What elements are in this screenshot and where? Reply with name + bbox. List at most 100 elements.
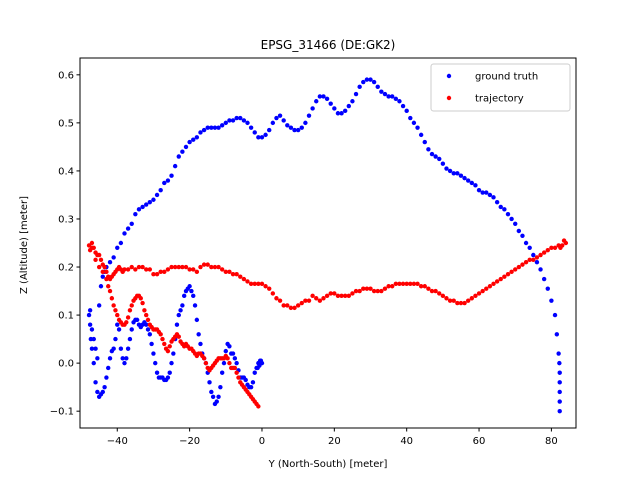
data-point (111, 303, 116, 308)
data-point (109, 348, 115, 354)
data-point (498, 204, 503, 210)
data-point (230, 272, 236, 277)
data-point (379, 288, 384, 294)
data-point (133, 211, 138, 217)
data-point (346, 293, 351, 299)
data-point (418, 284, 424, 289)
data-point (201, 262, 207, 267)
data-point (437, 291, 442, 296)
data-point (225, 341, 230, 347)
y-tick-label: 0.5 (58, 118, 74, 129)
data-point (102, 384, 107, 390)
data-point (444, 166, 449, 171)
data-point (100, 274, 105, 279)
data-point (154, 272, 160, 277)
data-point (382, 286, 388, 291)
data-point (89, 245, 95, 251)
data-point (321, 296, 326, 301)
data-point (107, 260, 113, 265)
data-point (107, 356, 113, 361)
data-point (147, 199, 153, 205)
legend-box (430, 63, 571, 112)
data-point (238, 274, 243, 279)
data-point (98, 257, 104, 263)
data-point (440, 293, 446, 299)
data-point (158, 187, 163, 193)
data-point (426, 286, 431, 291)
data-point (221, 360, 227, 366)
data-point (209, 389, 214, 395)
data-point (487, 192, 493, 198)
data-point (523, 240, 529, 246)
data-point (531, 257, 536, 263)
data-point (212, 401, 218, 407)
data-point (189, 288, 194, 294)
data-point (102, 264, 107, 270)
data-point (118, 346, 124, 351)
data-point (144, 267, 149, 272)
data-point (353, 91, 359, 97)
data-point (201, 356, 207, 361)
data-point (227, 360, 232, 366)
data-point (118, 240, 124, 246)
data-point (245, 120, 250, 126)
data-point (225, 356, 230, 361)
data-point (120, 356, 125, 361)
data-point (201, 127, 207, 133)
data-point (317, 94, 323, 99)
data-point (140, 204, 145, 210)
data-point (339, 111, 344, 116)
data-point (314, 296, 319, 301)
data-point (558, 245, 563, 251)
data-point (350, 99, 355, 104)
data-point (151, 272, 156, 277)
data-point (267, 127, 272, 133)
data-point (557, 360, 562, 366)
data-point (556, 351, 561, 356)
data-point (332, 291, 337, 296)
data-point (151, 351, 156, 356)
data-point (238, 115, 243, 121)
data-point (306, 298, 312, 303)
data-point (476, 291, 482, 296)
data-point (176, 264, 181, 270)
data-point (207, 380, 212, 385)
x-axis-ticks: −40 −20 0 20 40 60 80 (107, 428, 558, 447)
data-point (245, 382, 250, 387)
data-point (129, 264, 134, 270)
data-point (162, 180, 167, 186)
data-point (160, 336, 165, 342)
data-point (180, 264, 185, 270)
data-point (259, 281, 265, 287)
data-point (339, 293, 344, 299)
data-point (295, 303, 301, 308)
data-point (100, 269, 105, 275)
data-point (451, 298, 456, 303)
data-point (473, 183, 478, 188)
data-point (169, 360, 174, 366)
data-point (252, 130, 257, 135)
data-point (125, 267, 131, 272)
data-point (437, 156, 442, 162)
data-point (462, 300, 467, 306)
data-point (104, 276, 109, 282)
data-point (212, 125, 218, 130)
data-point (111, 255, 116, 260)
data-point (144, 312, 149, 318)
data-point (491, 195, 496, 200)
data-point (426, 147, 431, 152)
data-point (393, 281, 399, 287)
data-point (129, 303, 134, 308)
y-tick-label: 0.3 (58, 214, 74, 225)
y-axis-label: Z (Altitude) [meter] (19, 196, 30, 294)
data-point (115, 245, 120, 251)
data-point (520, 262, 525, 267)
data-point (541, 276, 547, 282)
data-point (171, 351, 176, 356)
data-point (364, 286, 370, 291)
data-point (390, 94, 395, 99)
data-point (440, 161, 446, 166)
data-point (93, 380, 98, 385)
data-point (89, 346, 95, 351)
data-point (484, 190, 489, 195)
